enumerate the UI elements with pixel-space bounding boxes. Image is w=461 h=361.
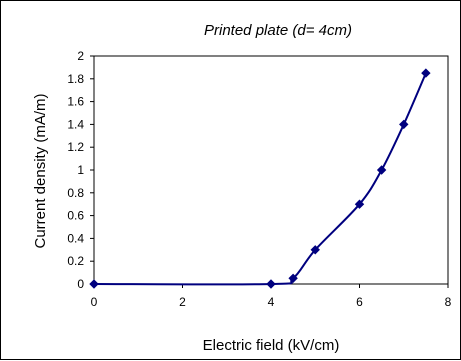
data-point-marker: [354, 199, 365, 209]
y-tick-label: 2: [77, 49, 84, 63]
data-series: [89, 68, 431, 289]
y-tick-label: 0.4: [67, 231, 84, 245]
y-tick-label: 1.8: [67, 72, 84, 86]
y-tick-label: 0.2: [67, 254, 84, 268]
data-point-marker: [310, 245, 320, 255]
y-tick-label: 0.6: [67, 209, 84, 223]
y-tick-label: 0: [77, 277, 84, 291]
x-tick-label: 4: [268, 295, 275, 309]
plot-area: [93, 55, 449, 285]
y-tick-label: 0.8: [67, 186, 84, 200]
y-tick-label: 1.4: [67, 117, 84, 131]
x-axis-label: Electric field (kV/cm): [203, 337, 340, 354]
y-tick-label: 1.6: [67, 95, 84, 109]
data-point-marker: [288, 273, 298, 284]
x-tick-label: 0: [91, 295, 98, 309]
data-point-marker: [399, 119, 409, 130]
data-point-marker: [89, 279, 99, 289]
data-point-marker: [421, 68, 431, 78]
y-tick-label: 1.2: [67, 140, 84, 154]
y-axis-label: Current density (mA/m): [32, 93, 49, 248]
y-tick-label: 1: [77, 163, 84, 177]
x-tick-label: 2: [179, 295, 186, 309]
data-point-marker: [376, 165, 387, 175]
chart-title: Printed plate (d= 4cm): [204, 22, 352, 39]
series-line: [93, 72, 427, 286]
x-tick-label: 6: [356, 295, 363, 309]
data-point-marker: [266, 279, 276, 289]
x-tick-label: 8: [445, 295, 452, 309]
axis-ticks: 0 0.2 0.4 0.6 0.8 1 1.2 1.4 1.6 1.8 2 0 2 4 6 8: [67, 49, 451, 309]
